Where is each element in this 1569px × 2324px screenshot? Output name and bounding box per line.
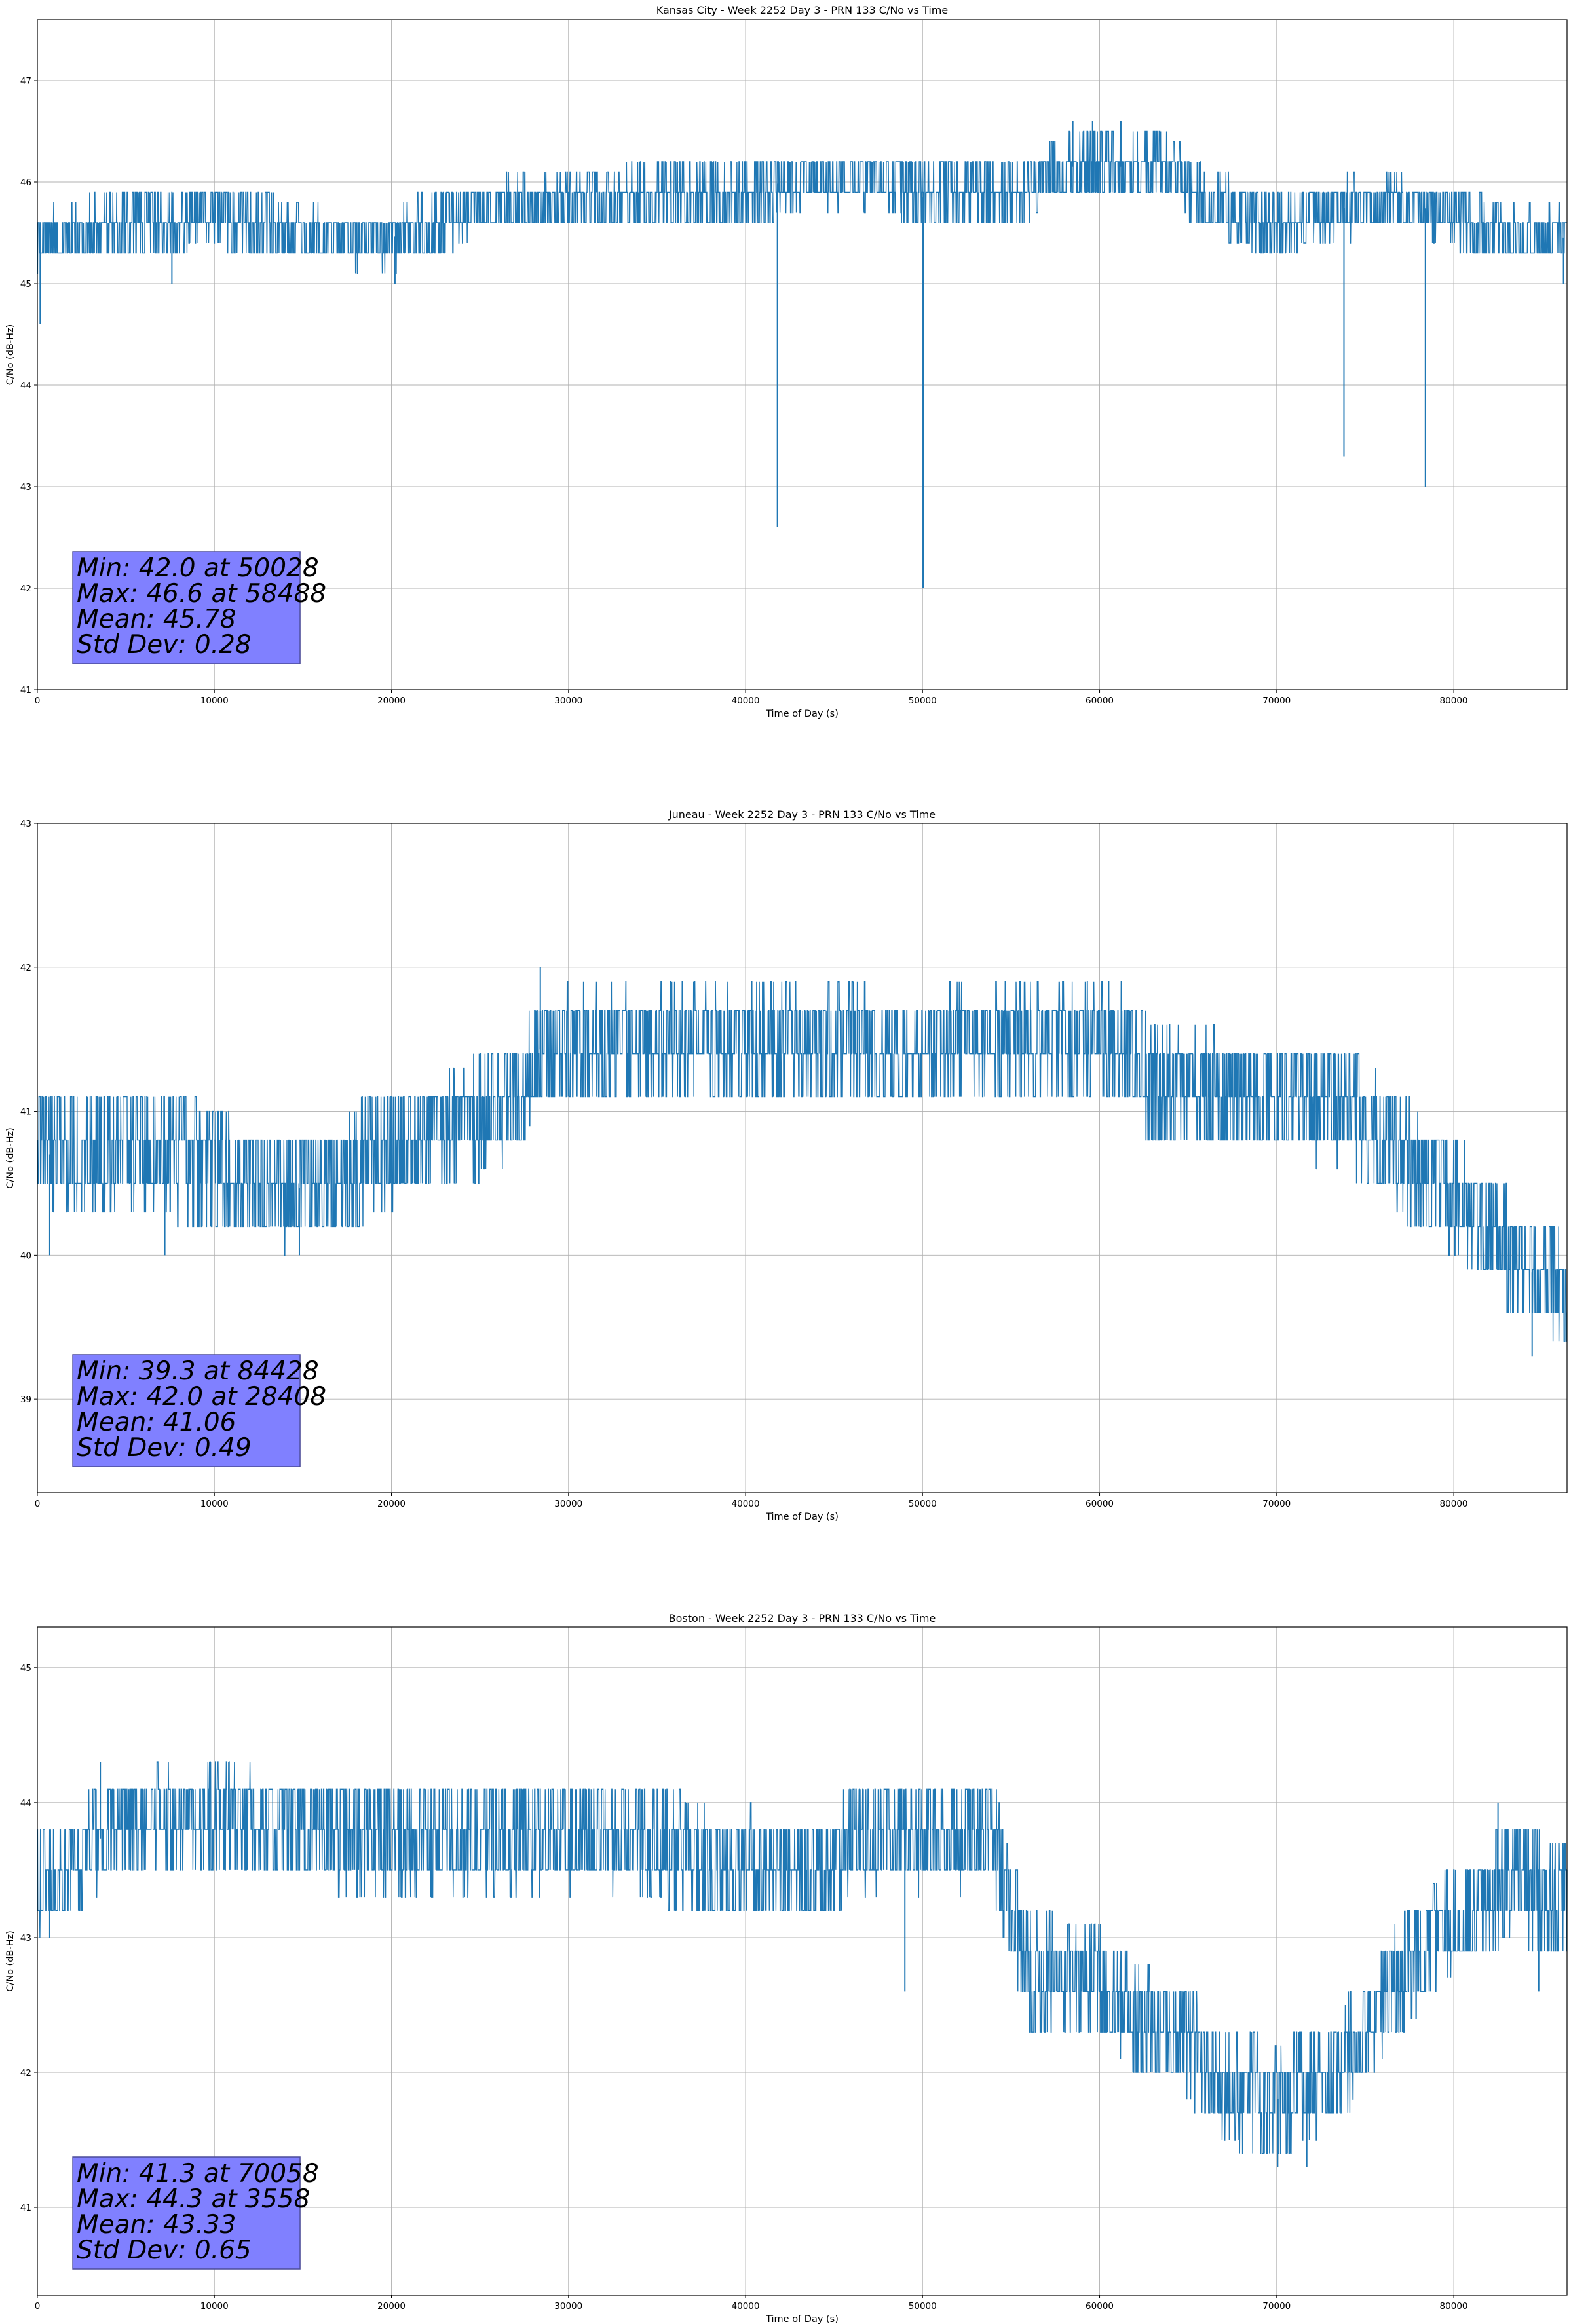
plot-frame	[37, 19, 1568, 690]
x-tick-label: 20000	[377, 696, 406, 706]
y-tick-label: 41	[20, 685, 31, 696]
x-tick-label: 30000	[554, 696, 582, 706]
stats-min: Min: 41.3 at 70058	[77, 2159, 319, 2188]
stats-min: Min: 39.3 at 84428	[77, 1357, 319, 1386]
stats-box-background	[72, 2156, 301, 2270]
y-axis-label: C/No (dB-Hz)	[5, 324, 16, 386]
x-tick-label: 80000	[1440, 2301, 1468, 2312]
y-tick-label: 43	[20, 819, 31, 829]
stats-box-background	[72, 1354, 301, 1467]
stats-mean: Mean: 43.33	[77, 2210, 236, 2240]
x-tick-label: 60000	[1086, 1499, 1114, 1509]
y-tick-label: 41	[20, 1107, 31, 1117]
x-tick-label: 80000	[1440, 1499, 1468, 1509]
stats-max: Max: 44.3 at 3558	[77, 2184, 310, 2214]
x-tick-label: 70000	[1262, 1499, 1291, 1509]
x-tick-label: 10000	[200, 1499, 229, 1509]
x-axis-label: Time of Day (s)	[765, 2314, 839, 2324]
x-tick-label: 0	[35, 2301, 41, 2312]
stats-max: Max: 42.0 at 28408	[77, 1382, 326, 1412]
y-tick-label: 42	[20, 963, 31, 973]
x-tick-label: 50000	[909, 1499, 937, 1509]
stats-mean: Mean: 45.78	[77, 605, 236, 634]
x-tick-label: 70000	[1262, 696, 1291, 706]
chart-title: Kansas City - Week 2252 Day 3 - PRN 133 …	[656, 4, 948, 16]
stats-box-background	[72, 551, 301, 664]
x-axis-label: Time of Day (s)	[765, 709, 839, 719]
x-tick-label: 70000	[1262, 2301, 1291, 2312]
x-tick-label: 50000	[909, 696, 937, 706]
y-tick-label: 43	[20, 1933, 31, 1943]
x-tick-label: 20000	[377, 1499, 406, 1509]
y-tick-label: 45	[20, 279, 31, 290]
y-tick-label: 42	[20, 584, 31, 594]
x-tick-label: 50000	[909, 2301, 937, 2312]
x-tick-label: 0	[35, 696, 41, 706]
x-tick-label: 10000	[200, 2301, 229, 2312]
y-tick-label: 42	[20, 2068, 31, 2078]
stats-std-dev: Std Dev: 0.49	[77, 1433, 252, 1463]
x-axis-label: Time of Day (s)	[765, 1512, 839, 1522]
axis-ticks: 0 10000 20000 30000 40000 50000 60000 70000 8000…	[20, 76, 1468, 706]
stats-std-dev: Std Dev: 0.28	[77, 630, 252, 660]
y-tick-label: 45	[20, 1663, 31, 1674]
cno-series-trace	[37, 1761, 1568, 2154]
y-tick-label: 40	[20, 1250, 31, 1261]
y-axis-label: C/No (dB-Hz)	[5, 1930, 16, 1992]
series-line	[37, 1761, 1568, 2167]
y-tick-label: 43	[20, 482, 31, 493]
x-tick-label: 20000	[377, 2301, 406, 2312]
series-line	[37, 967, 1568, 1357]
chart-panel-boston: 0 10000 20000 30000 40000 50000 60000 70000 8000…	[5, 1612, 1568, 2324]
y-tick-label: 44	[20, 1798, 31, 1809]
chart-panel-kansas-city: 0 10000 20000 30000 40000 50000 60000 70000 8000…	[5, 4, 1568, 719]
stats-std-dev: Std Dev: 0.65	[77, 2236, 252, 2265]
x-tick-label: 60000	[1086, 696, 1114, 706]
stats-max: Max: 46.6 at 58488	[77, 579, 326, 609]
cno-series-trace	[37, 981, 1568, 1342]
x-tick-label: 60000	[1086, 2301, 1114, 2312]
stats-mean: Mean: 41.06	[77, 1408, 236, 1437]
x-tick-label: 40000	[732, 2301, 760, 2312]
y-axis-label: C/No (dB-Hz)	[5, 1127, 16, 1189]
axis-ticks: 0 10000 20000 30000 40000 50000 60000 70000 8000…	[20, 819, 1468, 1509]
y-tick-label: 46	[20, 178, 31, 188]
x-tick-label: 30000	[554, 2301, 582, 2312]
stats-annotation-box: Min: 41.3 at 70058 Max: 44.3 at 3558 Mea…	[72, 2156, 319, 2270]
chart-panel-juneau: 0 10000 20000 30000 40000 50000 60000 70000 8000…	[5, 808, 1568, 1522]
x-tick-label: 30000	[554, 1499, 582, 1509]
series-line	[37, 121, 1567, 588]
stats-annotation-box: Min: 42.0 at 50028 Max: 46.6 at 58488 Me…	[72, 551, 326, 664]
x-tick-label: 40000	[732, 696, 760, 706]
stats-annotation-box: Min: 39.3 at 84428 Max: 42.0 at 28408 Me…	[72, 1354, 326, 1467]
x-tick-label: 0	[35, 1499, 41, 1509]
y-tick-label: 39	[20, 1395, 31, 1405]
chart-title: Boston - Week 2252 Day 3 - PRN 133 C/No …	[669, 1612, 936, 1624]
x-tick-label: 40000	[732, 1499, 760, 1509]
x-tick-label: 10000	[200, 696, 229, 706]
y-tick-label: 47	[20, 76, 31, 86]
axis-ticks: 0 10000 20000 30000 40000 50000 60000 70000 8000…	[20, 1663, 1468, 2312]
cno-series-trace	[37, 130, 1567, 274]
stats-min: Min: 42.0 at 50028	[77, 553, 319, 583]
y-tick-label: 44	[20, 381, 31, 391]
plot-frame	[37, 823, 1568, 1493]
chart-title: Juneau - Week 2252 Day 3 - PRN 133 C/No …	[668, 808, 936, 821]
y-tick-label: 41	[20, 2203, 31, 2213]
plot-frame	[37, 1626, 1568, 2296]
x-tick-label: 80000	[1440, 696, 1468, 706]
